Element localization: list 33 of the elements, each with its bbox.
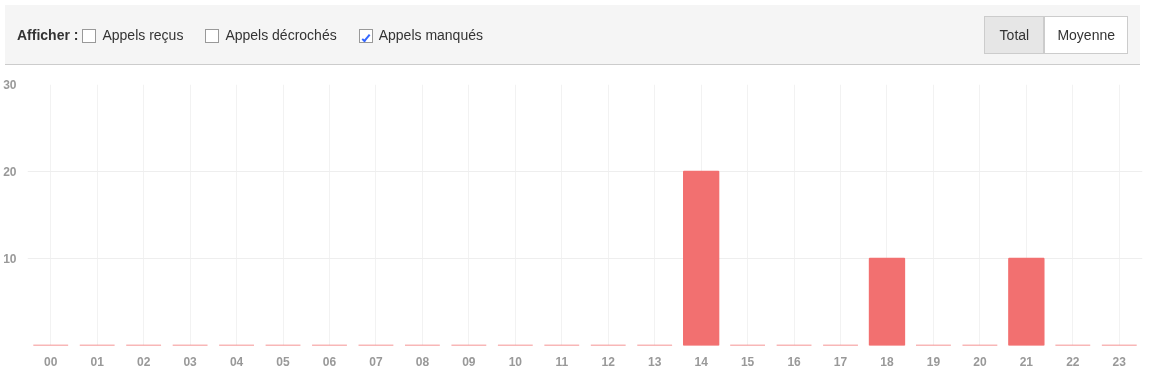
x-tick-label: 12 bbox=[601, 354, 616, 369]
x-tick-label: 21 bbox=[1019, 354, 1034, 369]
x-tick-label: 03 bbox=[183, 354, 198, 369]
x-tick-label: 11 bbox=[555, 354, 569, 369]
x-tick-label: 23 bbox=[1112, 354, 1127, 369]
text: Appels manqués bbox=[377, 26, 483, 43]
x-tick-label: 06 bbox=[322, 354, 337, 369]
x-tick-label: 09 bbox=[462, 354, 476, 369]
x-tick-label: 13 bbox=[648, 354, 662, 369]
y-tick-label: 30 bbox=[3, 78, 17, 92]
x-tick-label: 10 bbox=[508, 354, 523, 369]
x-tick-label: 04 bbox=[229, 354, 244, 369]
text: Total bbox=[984, 15, 1045, 54]
x-tick-label: 22 bbox=[1066, 354, 1080, 369]
x-tick-label: 02 bbox=[136, 354, 151, 369]
text: Afficher : bbox=[17, 26, 79, 43]
text: Moyenne bbox=[1044, 15, 1128, 54]
text: Appels décrochés bbox=[224, 26, 337, 43]
text: Appels reçus bbox=[101, 26, 184, 43]
x-tick-label: 14 bbox=[694, 354, 709, 369]
x-tick-label: 19 bbox=[926, 354, 941, 369]
x-tick-label: 05 bbox=[276, 354, 291, 369]
y-tick-label: 10 bbox=[3, 252, 17, 266]
x-tick-label: 01 bbox=[90, 354, 105, 369]
x-tick-label: 07 bbox=[369, 354, 383, 369]
x-tick-label: 18 bbox=[880, 354, 894, 369]
x-tick-label: 17 bbox=[833, 354, 848, 369]
x-tick-label: 08 bbox=[415, 354, 430, 369]
x-tick-label: 00 bbox=[44, 354, 58, 369]
x-tick-label: 20 bbox=[973, 354, 987, 369]
x-tick-label: 16 bbox=[787, 354, 802, 369]
x-tick-label: 15 bbox=[740, 354, 755, 369]
y-tick-label: 20 bbox=[3, 165, 17, 179]
